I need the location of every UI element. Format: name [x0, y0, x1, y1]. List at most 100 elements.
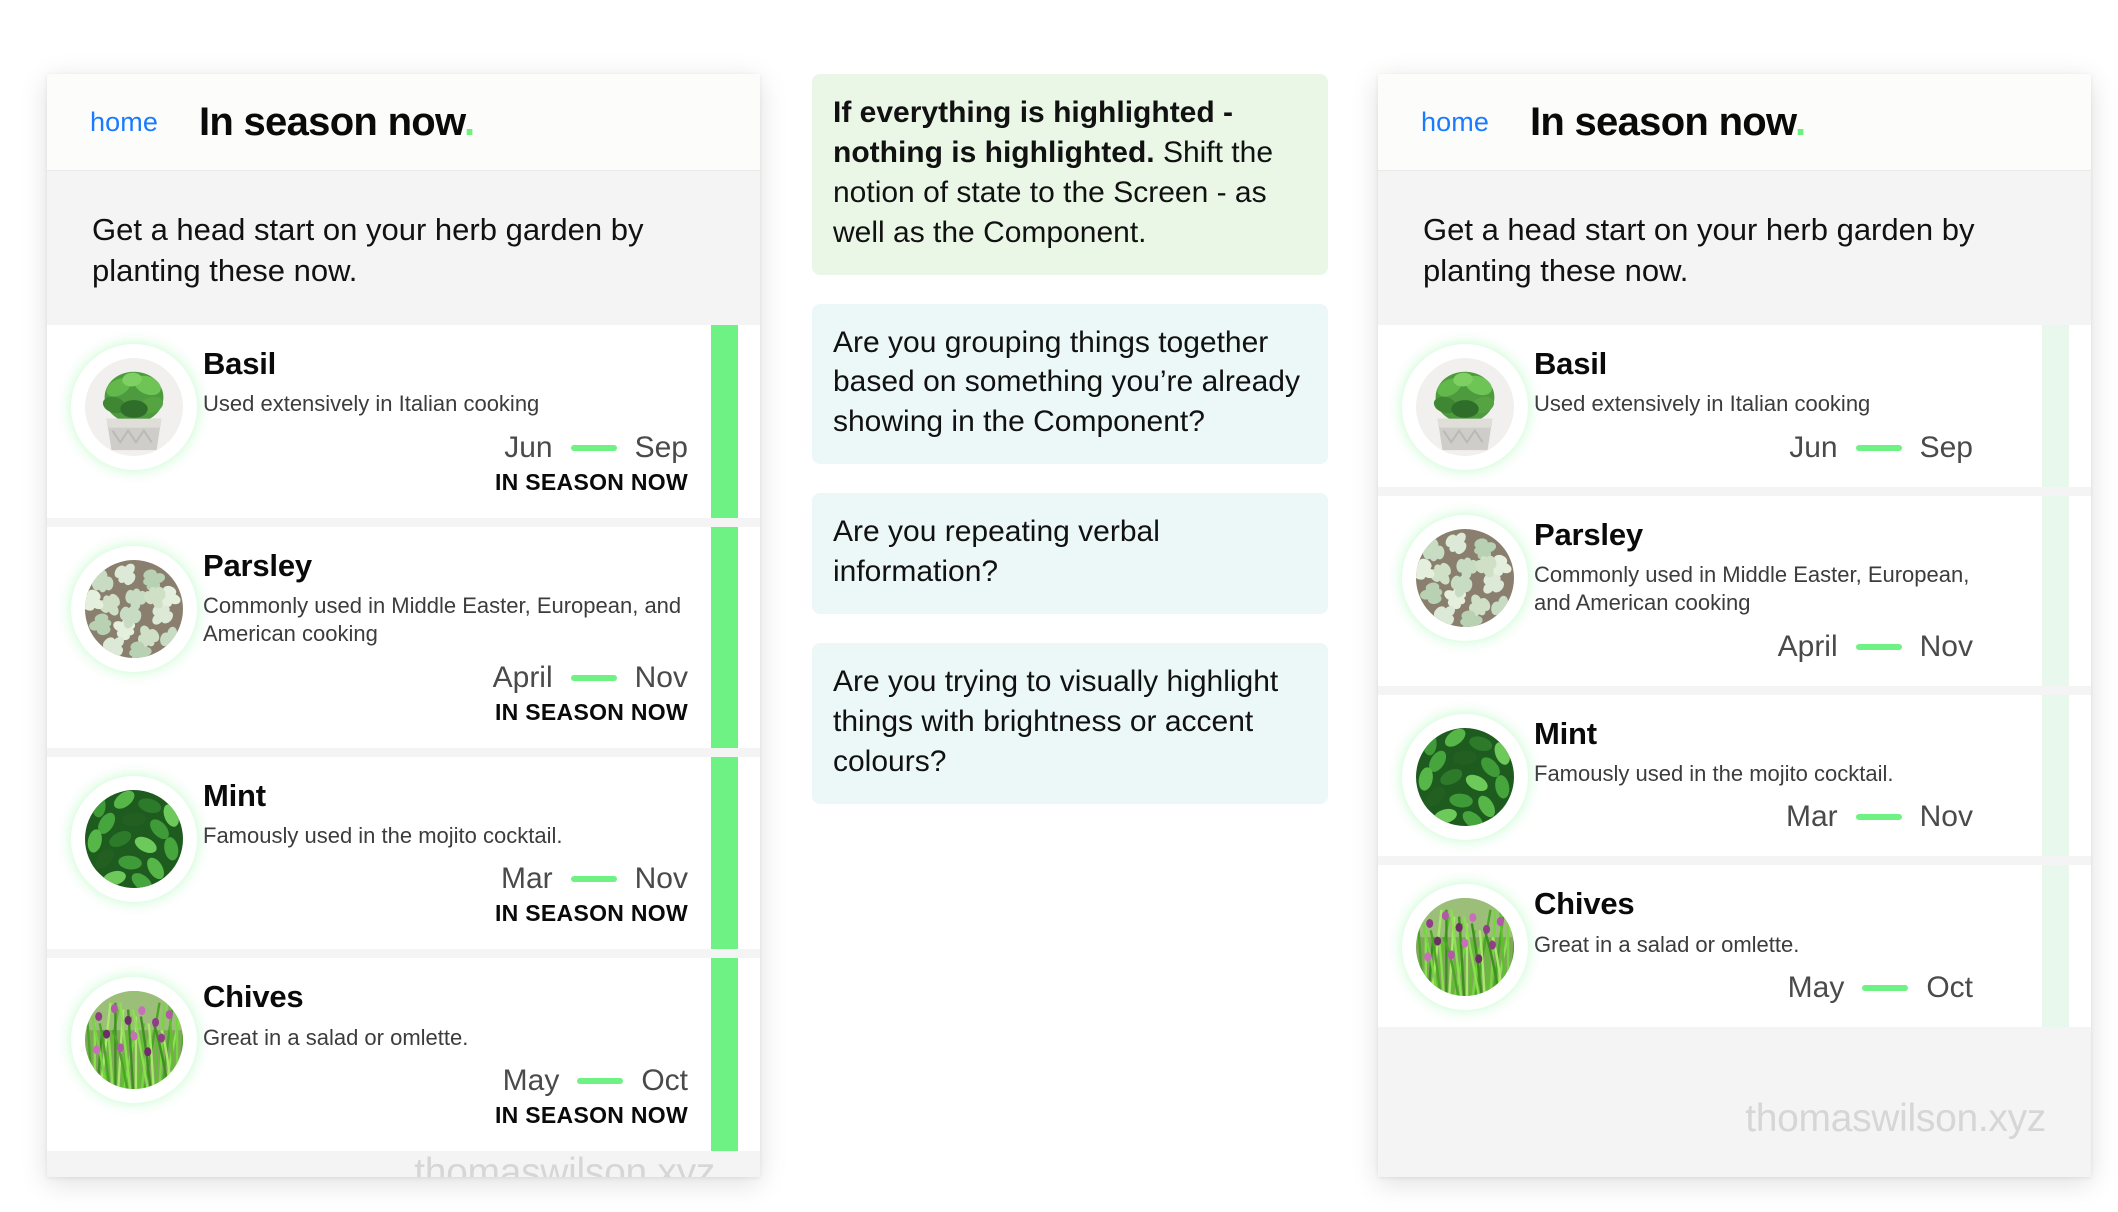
- herb-card[interactable]: Mint Famously used in the mojito cocktail…: [1378, 694, 2091, 857]
- season-end-month: Nov: [634, 862, 688, 896]
- season-end-month: Oct: [1926, 971, 1973, 1005]
- herb-card[interactable]: Mint Famously used in the mojito cocktail…: [47, 756, 760, 950]
- nav-bar: home In season now.: [47, 74, 760, 170]
- herb-description: Used extensively in Italian cooking: [1534, 390, 1871, 416]
- herb-photo: [1416, 357, 1514, 456]
- herb-card[interactable]: Chives Great in a salad or omlette. May Oct…: [1378, 865, 2091, 1028]
- watermark-right: thomaswilson.xyz: [1745, 1097, 2046, 1140]
- season-range-dash-icon: [570, 674, 617, 681]
- herb-card[interactable]: Chives Great in a salad or omlette. May Oct…: [47, 958, 760, 1152]
- status-badge: IN SEASON NOW: [494, 698, 688, 725]
- herb-photo: [1416, 727, 1514, 826]
- basil-in-pot-photo-icon: [78, 350, 190, 463]
- season-start-month: April: [492, 660, 553, 694]
- parsley-leaves-photo-icon: [78, 552, 190, 665]
- season-start-month: Mar: [500, 862, 553, 896]
- mint-leaves-photo-icon: [1409, 720, 1521, 833]
- herb-name: Basil: [203, 345, 277, 381]
- avatar: [1400, 518, 1530, 634]
- herb-info: Mint Famously used in the mojito cocktail…: [199, 777, 760, 928]
- status-badge: IN SEASON NOW: [494, 900, 688, 927]
- avatar: [69, 347, 199, 463]
- annotation-notes: If everything is highlighted - nothing i…: [812, 74, 1328, 833]
- nav-home-link[interactable]: home: [90, 106, 158, 137]
- avatar: [69, 980, 199, 1097]
- season-indicator-bar: [2042, 495, 2069, 686]
- herb-list-right: Basil Used extensively in Italian cooking…: [1378, 324, 2091, 1028]
- herb-info: Chives Great in a salad or omlette. May Oct…: [199, 980, 760, 1129]
- basil-in-pot-photo-icon: [1409, 350, 1521, 463]
- note-bold-text: If everything is highlighted - nothing i…: [833, 96, 1234, 169]
- season-range: Mar Nov: [203, 862, 688, 896]
- herb-card[interactable]: Basil Used extensively in Italian cooking…: [1378, 324, 2091, 487]
- herb-info: Basil Used extensively in Italian cooking…: [199, 345, 760, 496]
- herb-info: Basil Used extensively in Italian cooking…: [1530, 345, 2091, 465]
- herb-card[interactable]: Basil Used extensively in Italian cooking…: [47, 324, 760, 518]
- herb-name: Parsley: [1534, 516, 1643, 552]
- herb-description: Commonly used in Middle Easter, European…: [1534, 561, 1970, 616]
- note-text: Shift the notion of state to the Screen …: [833, 135, 1274, 249]
- season-range-dash-icon: [577, 1078, 624, 1085]
- avatar: [1400, 347, 1530, 463]
- herb-photo: [85, 559, 183, 658]
- season-start-month: May: [502, 1064, 560, 1098]
- parsley-leaves-photo-icon: [1409, 521, 1521, 634]
- note-text: Are you repeating verbal information?: [833, 515, 1160, 589]
- season-range: May Oct: [1534, 971, 1973, 1005]
- herb-description: Famously used in the mojito cocktail.: [1534, 760, 1894, 786]
- season-range: Jun Sep: [1534, 431, 1973, 465]
- season-range-dash-icon: [1855, 643, 1902, 650]
- season-indicator-bar: [711, 324, 738, 518]
- season-range-dash-icon: [570, 876, 617, 883]
- herb-info: Mint Famously used in the mojito cocktail…: [1530, 715, 2091, 835]
- note-text: Are you grouping things together based o…: [833, 325, 1300, 439]
- season-start-month: Mar: [1785, 800, 1838, 834]
- season-range-dash-icon: [1855, 814, 1902, 821]
- annotation-note: Are you grouping things together based o…: [812, 303, 1328, 465]
- herb-description: Famously used in the mojito cocktail.: [203, 822, 563, 848]
- season-start-month: Jun: [1789, 430, 1838, 464]
- avatar: [1400, 887, 1530, 1004]
- season-end-month: Sep: [634, 430, 688, 464]
- herb-card[interactable]: Parsley Commonly used in Middle Easter, E…: [1378, 495, 2091, 686]
- season-indicator-bar: [711, 526, 738, 748]
- chives-flowering-photo-icon: [78, 984, 190, 1097]
- annotation-note: Are you trying to visually highlight thi…: [812, 643, 1328, 804]
- season-indicator-bar: [711, 958, 738, 1152]
- herb-info: Parsley Commonly used in Middle Easter, E…: [199, 548, 760, 726]
- nav-home-link[interactable]: home: [1421, 106, 1489, 137]
- herb-description: Great in a salad or omlette.: [203, 1024, 469, 1050]
- chives-flowering-photo-icon: [1409, 891, 1521, 1004]
- season-indicator-bar: [2042, 694, 2069, 857]
- herb-name: Mint: [203, 777, 266, 813]
- nav-bar: home In season now.: [1378, 74, 2091, 170]
- page-title: In season now.: [1529, 99, 1806, 145]
- season-indicator-bar: [2042, 865, 2069, 1028]
- season-indicator-bar: [711, 756, 738, 950]
- title-accent-dot: .: [1794, 99, 1806, 144]
- season-range-dash-icon: [1862, 985, 1909, 992]
- season-end-month: Nov: [634, 660, 688, 694]
- herb-description: Great in a salad or omlette.: [1534, 931, 1800, 957]
- season-range: April Nov: [203, 661, 688, 695]
- season-range-dash-icon: [570, 444, 617, 451]
- herb-photo: [85, 991, 183, 1090]
- herb-name: Chives: [1534, 886, 1635, 922]
- title-accent-dot: .: [463, 99, 475, 144]
- herb-name: Basil: [1534, 345, 1608, 381]
- herb-name: Mint: [1534, 715, 1597, 751]
- season-range: Mar Nov: [1534, 800, 1973, 834]
- season-start-month: Jun: [504, 430, 553, 464]
- page-title: In season now.: [199, 99, 475, 145]
- herb-description: Used extensively in Italian cooking: [203, 390, 540, 416]
- intro-text: Get a head start on your herb garden by …: [1423, 212, 1975, 288]
- status-badge: IN SEASON NOW: [494, 468, 688, 495]
- season-range: May Oct: [203, 1064, 688, 1098]
- intro-text: Get a head start on your herb garden by …: [92, 212, 644, 288]
- herb-info: Chives Great in a salad or omlette. May Oct…: [1530, 887, 2091, 1005]
- herb-info: Parsley Commonly used in Middle Easter, E…: [1530, 516, 2091, 664]
- page-title-text: In season now: [1529, 99, 1796, 144]
- avatar: [1400, 717, 1530, 833]
- season-end-month: Nov: [1919, 800, 1973, 834]
- herb-card[interactable]: Parsley Commonly used in Middle Easter, E…: [47, 526, 760, 748]
